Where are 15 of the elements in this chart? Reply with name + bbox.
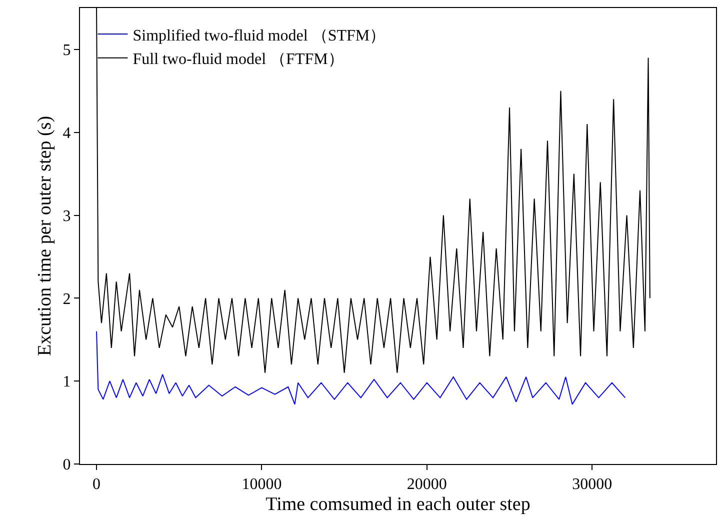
y-tick-label: 1 (62, 374, 71, 391)
x-tick-label: 10000 (242, 476, 282, 494)
y-tick-label: 2 (62, 290, 71, 308)
legend-label: Simplified two-fluid model （STFM） (132, 27, 386, 44)
x-axis-title: Time comsumed in each outer step (266, 494, 530, 515)
line-series (96, 330, 626, 405)
x-tick-label: 0 (92, 476, 101, 494)
y-tick-label: 4 (62, 124, 71, 142)
y-tick-label: 5 (62, 42, 71, 60)
y-tick-label: 0 (62, 456, 71, 474)
y-axis-title: Excution time per outer step (s) (34, 116, 56, 356)
legend-label: Full two-fluid model （FTFM） (132, 51, 344, 68)
x-tick-label: 30000 (572, 476, 612, 494)
y-tick-label: 3 (62, 208, 71, 225)
x-tick-label: 20000 (406, 476, 447, 494)
